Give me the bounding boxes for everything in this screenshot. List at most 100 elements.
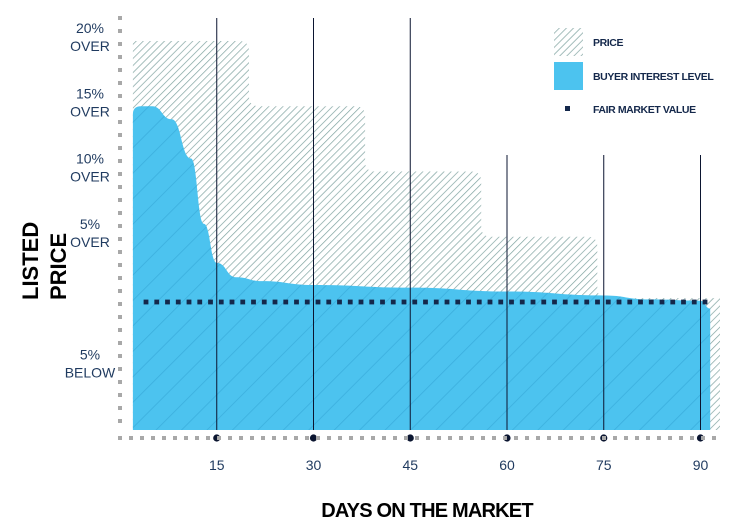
y-axis-dot: [118, 159, 122, 163]
y-tick-label-line: OVER: [70, 103, 110, 119]
y-axis-dot: [118, 263, 122, 267]
x-axis-dot: [349, 436, 353, 440]
x-axis-dot: [679, 436, 683, 440]
x-axis-dot: [613, 436, 617, 440]
x-axis-dot: [338, 436, 342, 440]
fair-market-value-dot: [487, 299, 493, 305]
y-axis-dot: [118, 393, 122, 397]
y-axis-dot: [118, 94, 122, 98]
x-axis-dot: [712, 436, 716, 440]
legend-swatch-price: [554, 28, 583, 56]
x-tick-dot-30: [309, 434, 318, 442]
fair-market-value-dot: [530, 299, 536, 305]
fair-market-value-dot: [294, 299, 299, 305]
fair-market-value-dot: [197, 299, 203, 305]
fair-market-value-dot: [616, 299, 622, 305]
legend-label-buyer-interest: BUYER INTEREST LEVEL: [593, 71, 714, 83]
x-axis-dot: [635, 436, 639, 440]
x-tick-label-60: 60: [499, 457, 515, 473]
fair-market-value-dot: [584, 299, 590, 305]
fair-market-value-dot: [595, 299, 600, 305]
x-axis-dot: [459, 436, 463, 440]
fair-market-value-dot: [326, 299, 332, 305]
fair-market-value-dot: [369, 299, 375, 305]
buyer-interest-area-layer: [132, 106, 711, 430]
x-axis-dot: [426, 436, 430, 440]
legend-swatch-buyer-interest: [554, 62, 583, 90]
y-tick-label-line: 20%: [76, 20, 104, 36]
x-axis-dot: [173, 436, 177, 440]
fair-market-value-dot: [165, 299, 170, 305]
y-axis-dot: [118, 146, 122, 150]
x-axis-title: DAYS ON THE MARKET: [321, 500, 533, 522]
legend-swatch-fair-market-value: [565, 106, 570, 111]
y-axis-dot: [118, 289, 122, 293]
y-axis-dot: [118, 315, 122, 319]
fair-market-value-dot: [380, 299, 385, 305]
x-axis-dot: [657, 436, 661, 440]
fair-market-value-dot: [272, 299, 278, 305]
x-axis-dot: [206, 436, 210, 440]
y-axis-dot: [118, 211, 122, 215]
x-tick-label-45: 45: [402, 457, 418, 473]
y-tick-label-line: 5%: [80, 346, 100, 362]
x-axis-dot: [536, 436, 540, 440]
fair-market-value-dot: [562, 299, 568, 305]
y-tick-label-line: OVER: [70, 169, 110, 185]
x-axis-dot: [558, 436, 562, 440]
x-axis-dot: [129, 436, 133, 440]
y-tick-label-line: 10%: [76, 151, 104, 167]
x-axis-dot: [690, 436, 694, 440]
y-tick-label-line: OVER: [70, 38, 110, 54]
x-axis-dot: [448, 436, 452, 440]
y-axis-dot: [118, 224, 122, 228]
x-tick-label-30: 30: [306, 457, 322, 473]
y-axis-dot: [118, 198, 122, 202]
x-axis-dot: [118, 436, 122, 440]
x-axis-dot: [360, 436, 364, 440]
fair-market-value-dot: [444, 299, 450, 305]
fair-market-value-dot: [691, 299, 697, 305]
x-axis-dot: [382, 436, 386, 440]
x-axis-dot: [404, 436, 408, 440]
y-axis-dot: [118, 341, 122, 345]
y-axis-dot: [118, 367, 122, 371]
fair-market-value-dot: [498, 299, 504, 305]
x-axis-dot: [569, 436, 573, 440]
fair-market-value-dot: [519, 299, 525, 305]
x-axis-dot: [492, 436, 496, 440]
x-axis-dot: [283, 436, 287, 440]
y-tick-label-1: 15% OVER: [70, 85, 110, 119]
x-axis-dot: [305, 436, 309, 440]
y-axis-dot: [118, 354, 122, 358]
y-axis-dot: [118, 380, 122, 384]
fair-market-value-dot: [638, 299, 643, 305]
x-axis-dot: [646, 436, 650, 440]
fair-market-value-dot: [229, 299, 235, 305]
y-axis-dot: [118, 42, 122, 46]
y-axis-dot: [118, 68, 122, 72]
y-tick-label-line: OVER: [70, 234, 110, 250]
fair-market-value-dot: [433, 299, 439, 305]
y-tick-label-3: 5% OVER: [70, 216, 110, 250]
fair-market-value-dot: [455, 299, 461, 305]
y-tick-label-4: 5% BELOW: [65, 346, 116, 380]
fair-market-value-dot: [681, 299, 686, 305]
x-axis-dot: [602, 436, 606, 440]
x-axis-dot: [437, 436, 441, 440]
x-axis-dot: [591, 436, 595, 440]
x-axis-dot: [184, 436, 188, 440]
x-axis-dot: [151, 436, 155, 440]
y-axis-dot: [118, 133, 122, 137]
fair-market-value-dot: [218, 299, 224, 305]
y-axis-dot: [118, 250, 122, 254]
x-axis-dot: [393, 436, 397, 440]
legend-label-fair-market-value: FAIR MARKET VALUE: [593, 104, 696, 116]
x-axis-dot: [261, 436, 265, 440]
x-tick-label-90: 90: [693, 457, 709, 473]
x-tick-label-15: 15: [209, 457, 225, 473]
y-axis-dot: [118, 302, 122, 306]
fair-market-value-dot: [240, 299, 246, 305]
fair-market-value-dot: [315, 299, 321, 305]
